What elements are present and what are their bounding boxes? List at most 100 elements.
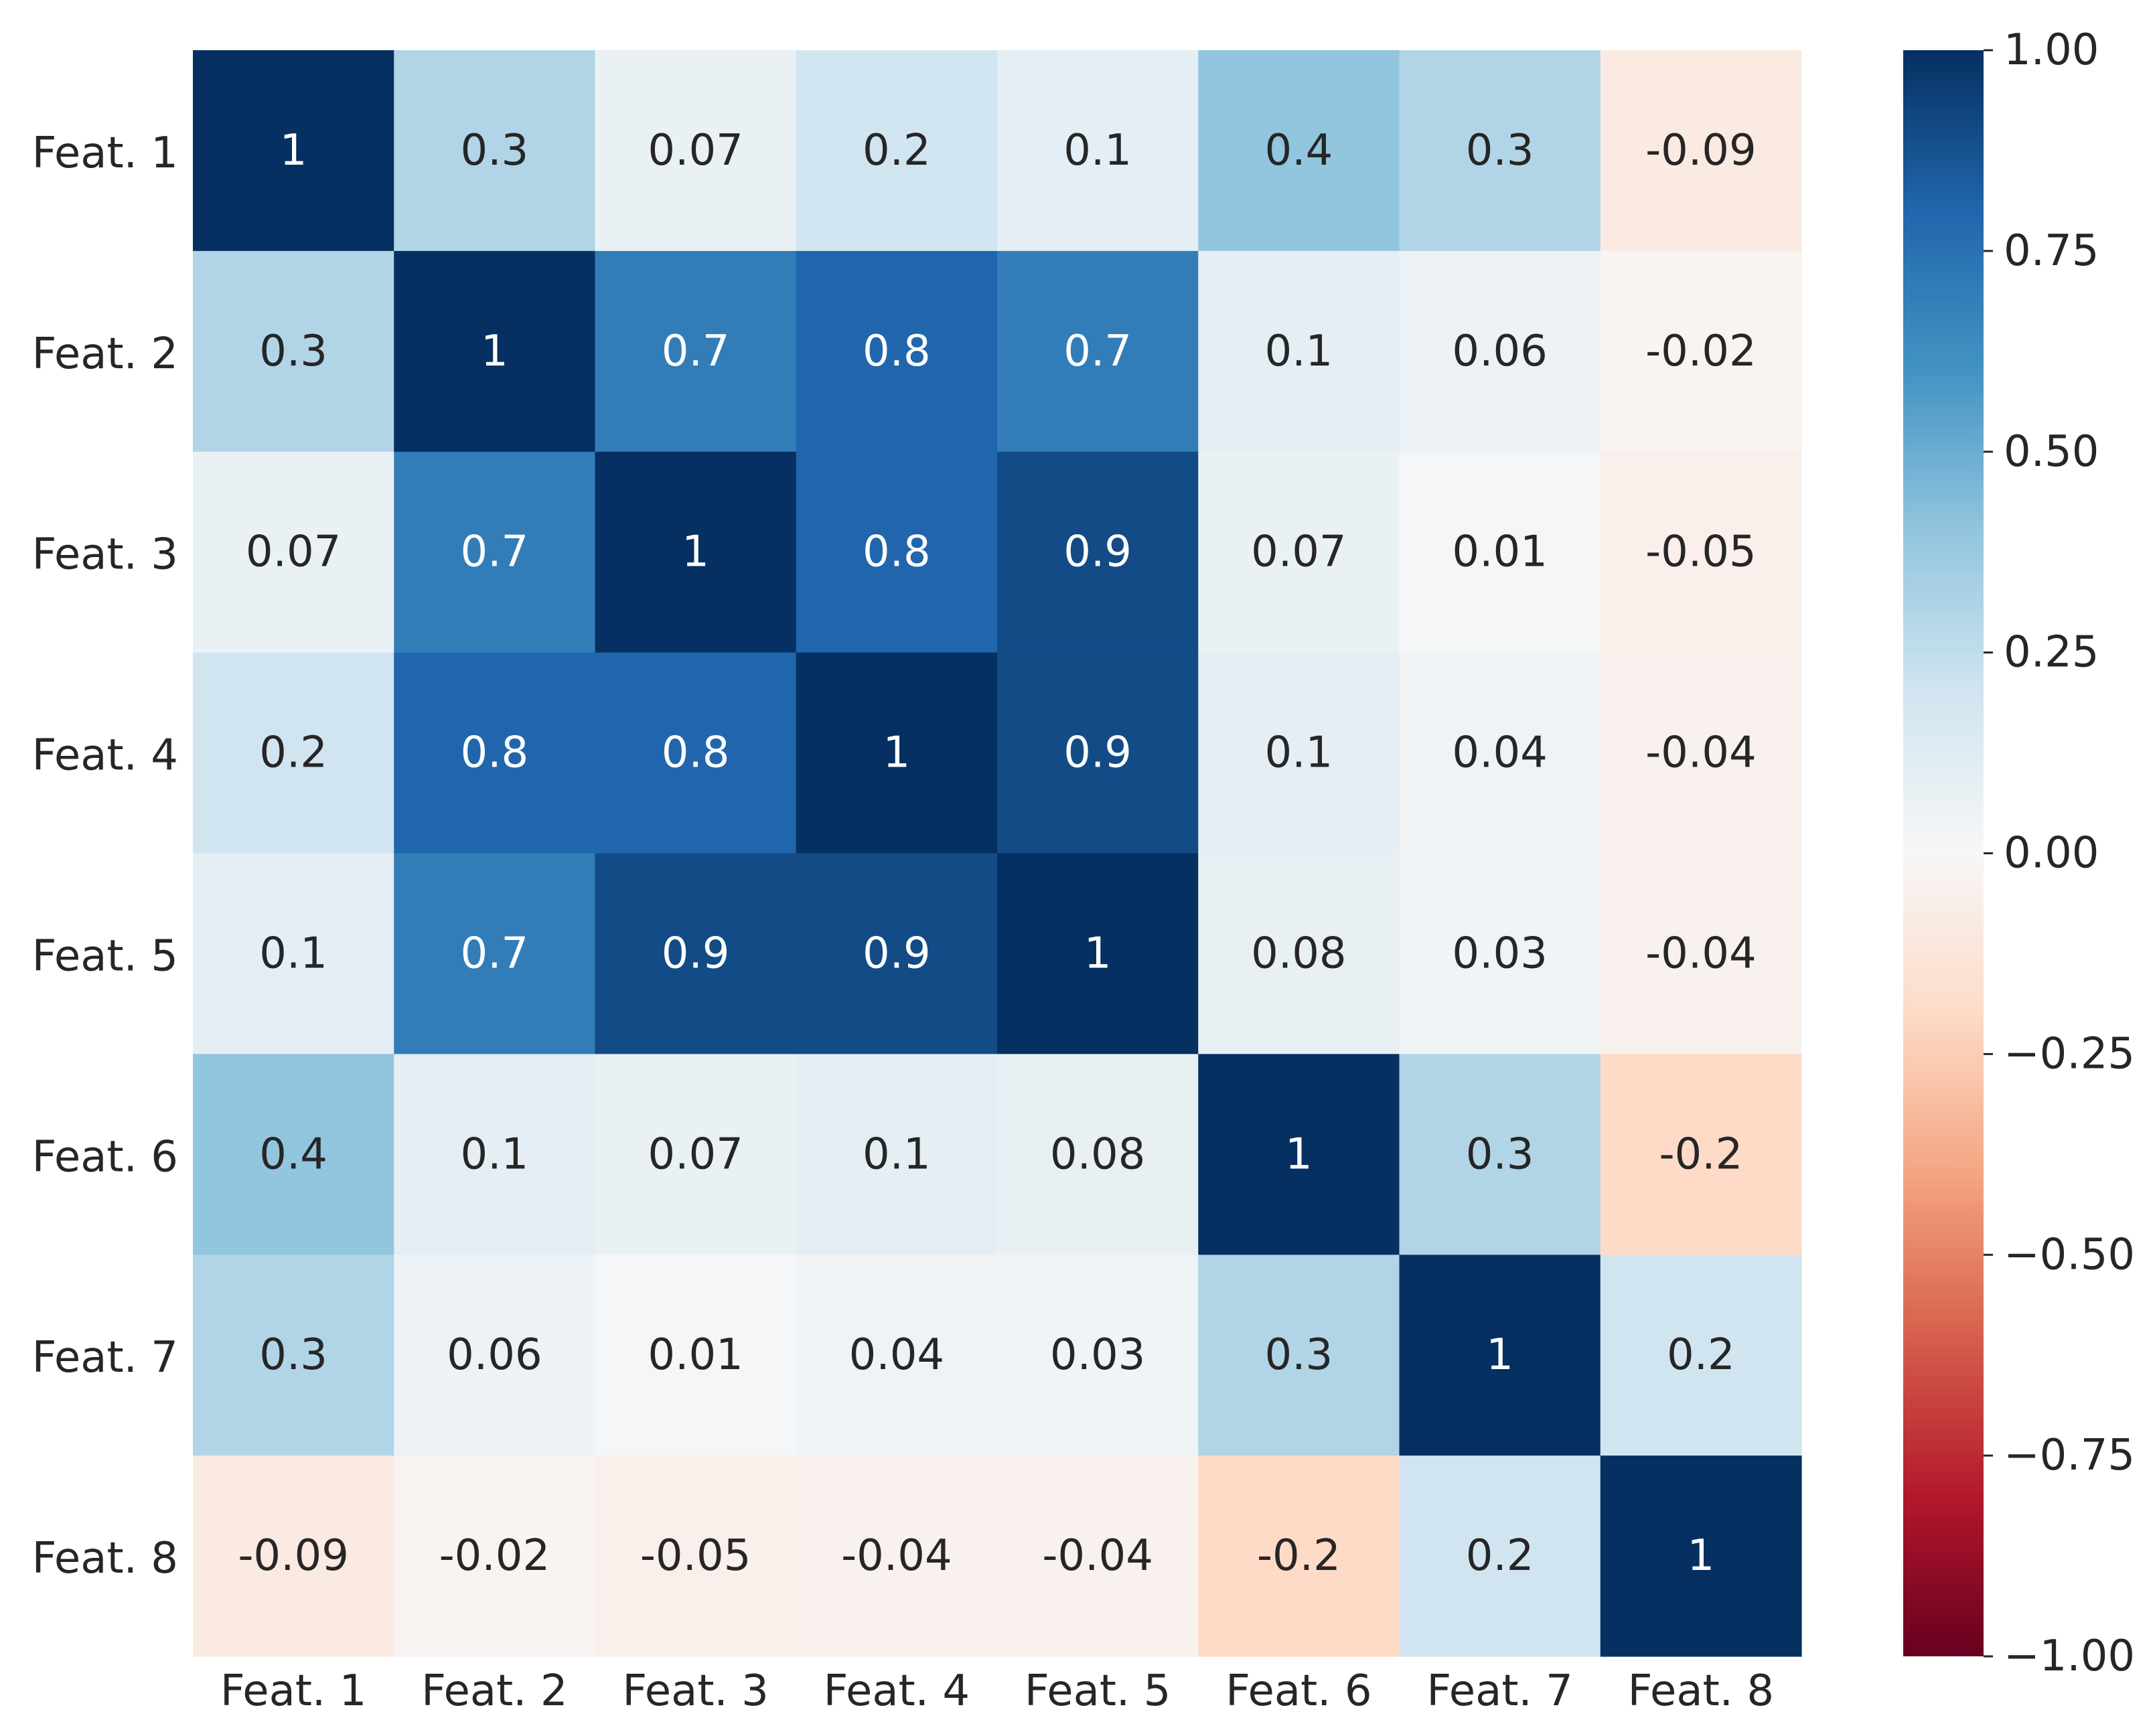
- heatmap-cell: [394, 652, 596, 854]
- cell-value-label: 0.3: [1466, 1129, 1534, 1179]
- cell-value-label: 1: [481, 327, 508, 376]
- heatmap-cell: [1198, 1054, 1400, 1255]
- heatmap-cell: [1198, 1255, 1400, 1456]
- heatmap-cell: [193, 652, 394, 854]
- cell-value-label: 0.7: [662, 327, 730, 376]
- heatmap-cell: [394, 250, 596, 453]
- y-tick-label: Feat. 5: [32, 931, 178, 981]
- heatmap-cell: [394, 1255, 596, 1456]
- cell-value-label: 0.04: [1452, 728, 1548, 778]
- colorbar-tick-label: −1.00: [2004, 1632, 2135, 1681]
- cell-value-label: 0.3: [259, 1330, 327, 1380]
- heatmap-cell: [1399, 451, 1601, 653]
- cell-value-label: 0.06: [1452, 327, 1548, 376]
- y-tick-label: Feat. 2: [32, 329, 178, 379]
- cell-value-label: 1: [682, 528, 709, 577]
- heatmap-cells: [193, 50, 1802, 1657]
- colorbar-tick-label: −0.25: [2004, 1029, 2135, 1079]
- heatmap-cell: [595, 451, 797, 653]
- cell-value-label: 0.3: [1466, 126, 1534, 175]
- colorbar-tick-label: 0.25: [2004, 628, 2099, 678]
- cell-value-label: -0.04: [1645, 728, 1757, 778]
- x-tick-label: Feat. 8: [1628, 1666, 1774, 1716]
- cell-value-label: 0.1: [1264, 728, 1333, 778]
- cell-value-label: 1: [883, 728, 911, 778]
- cell-value-label: 0.1: [259, 929, 327, 978]
- cell-value-label: -0.04: [841, 1531, 952, 1581]
- heatmap-cell: [1600, 652, 1802, 854]
- cell-value-label: 0.9: [1063, 728, 1132, 778]
- cell-value-label: 0.07: [1251, 528, 1347, 577]
- heatmap-cell: [1399, 50, 1601, 252]
- cell-value-label: 0.3: [259, 327, 327, 376]
- cell-value-label: 0.1: [460, 1129, 528, 1179]
- x-tick-label: Feat. 7: [1426, 1666, 1572, 1716]
- cell-value-label: 0.08: [1251, 929, 1347, 978]
- x-axis-tick-labels: Feat. 1 Feat. 2 Feat. 3 Feat. 4 Feat. 5 Feat.…: [220, 1666, 1774, 1716]
- cell-value-label: 0.7: [1063, 327, 1132, 376]
- cell-value-label: 0.01: [648, 1330, 743, 1380]
- cell-value-label: -0.09: [1645, 126, 1757, 175]
- heatmap-cell: [1600, 1255, 1802, 1456]
- cell-value-label: 0.9: [662, 929, 730, 978]
- heatmap-cell: [193, 250, 394, 453]
- cell-value-label: 0.7: [460, 528, 528, 577]
- heatmap-cell: [193, 50, 394, 252]
- cell-value-label: 0.2: [1667, 1330, 1735, 1380]
- heatmap-cell: [796, 50, 998, 252]
- heatmap-cell: [997, 50, 1199, 252]
- cell-value-label: -0.02: [1645, 327, 1757, 376]
- cell-value-label: 0.07: [648, 126, 743, 175]
- cell-value-label: 0.3: [460, 126, 528, 175]
- heatmap-cell: [1600, 451, 1802, 653]
- colorbar-tick-label: −0.50: [2004, 1230, 2135, 1279]
- heatmap-cell: [796, 652, 998, 854]
- heatmap-cell: [997, 250, 1199, 453]
- heatmap-cell: [1600, 1054, 1802, 1255]
- heatmap-cell: [1399, 250, 1601, 453]
- cell-value-label: -0.04: [1645, 929, 1757, 978]
- heatmap-cell: [394, 1054, 596, 1255]
- y-tick-label: Feat. 3: [32, 530, 178, 580]
- cell-value-label: 0.2: [863, 126, 931, 175]
- cell-value-label: 0.06: [447, 1330, 542, 1380]
- heatmap-cell: [1399, 1255, 1601, 1456]
- y-axis-tick-labels: Feat. 1 Feat. 2 Feat. 3 Feat. 4 Feat. 5 Feat.…: [32, 129, 178, 1583]
- cell-value-label: -0.02: [439, 1531, 550, 1581]
- x-tick-label: Feat. 2: [421, 1666, 567, 1716]
- cell-value-label: 0.1: [1264, 327, 1333, 376]
- heatmap-cell: [796, 1255, 998, 1456]
- heatmap-cell-labels: 1 0.3 0.07 0.2 0.1 0.4 0.3 -0.09 0.3 1 0.7 0.8 0.7 0.…: [238, 126, 1756, 1581]
- heatmap-cell: [1399, 1455, 1601, 1657]
- cell-value-label: 0.8: [460, 728, 528, 778]
- heatmap-cell: [1198, 1455, 1400, 1657]
- cell-value-label: 0.8: [863, 528, 931, 577]
- heatmap-cell: [1399, 1054, 1601, 1255]
- cell-value-label: 1: [1084, 929, 1112, 978]
- cell-value-label: -0.09: [238, 1531, 349, 1581]
- y-tick-label: Feat. 7: [32, 1333, 178, 1383]
- cell-value-label: -0.2: [1659, 1129, 1742, 1179]
- heatmap-cell: [796, 250, 998, 453]
- heatmap-cell: [193, 853, 394, 1054]
- y-tick-label: Feat. 4: [32, 731, 178, 781]
- heatmap-cell: [193, 451, 394, 653]
- cell-value-label: 1: [1486, 1330, 1513, 1380]
- heatmap-cell: [595, 1054, 797, 1255]
- heatmap-cell: [997, 451, 1199, 653]
- heatmap-cell: [595, 1255, 797, 1456]
- cell-value-label: 1: [280, 126, 307, 175]
- cell-value-label: 0.03: [1050, 1330, 1146, 1380]
- cell-value-label: 0.01: [1452, 528, 1548, 577]
- heatmap-cell: [1399, 853, 1601, 1054]
- cell-value-label: 0.8: [863, 327, 931, 376]
- cell-value-label: 0.07: [246, 528, 342, 577]
- heatmap-cell: [997, 1054, 1199, 1255]
- cell-value-label: -0.2: [1257, 1531, 1341, 1581]
- y-tick-label: Feat. 6: [32, 1132, 178, 1182]
- y-tick-label: Feat. 8: [32, 1534, 178, 1583]
- heatmap-cell: [1600, 250, 1802, 453]
- heatmap-cell: [997, 652, 1199, 854]
- cell-value-label: 0.1: [863, 1129, 931, 1179]
- heatmap-cell: [394, 1455, 596, 1657]
